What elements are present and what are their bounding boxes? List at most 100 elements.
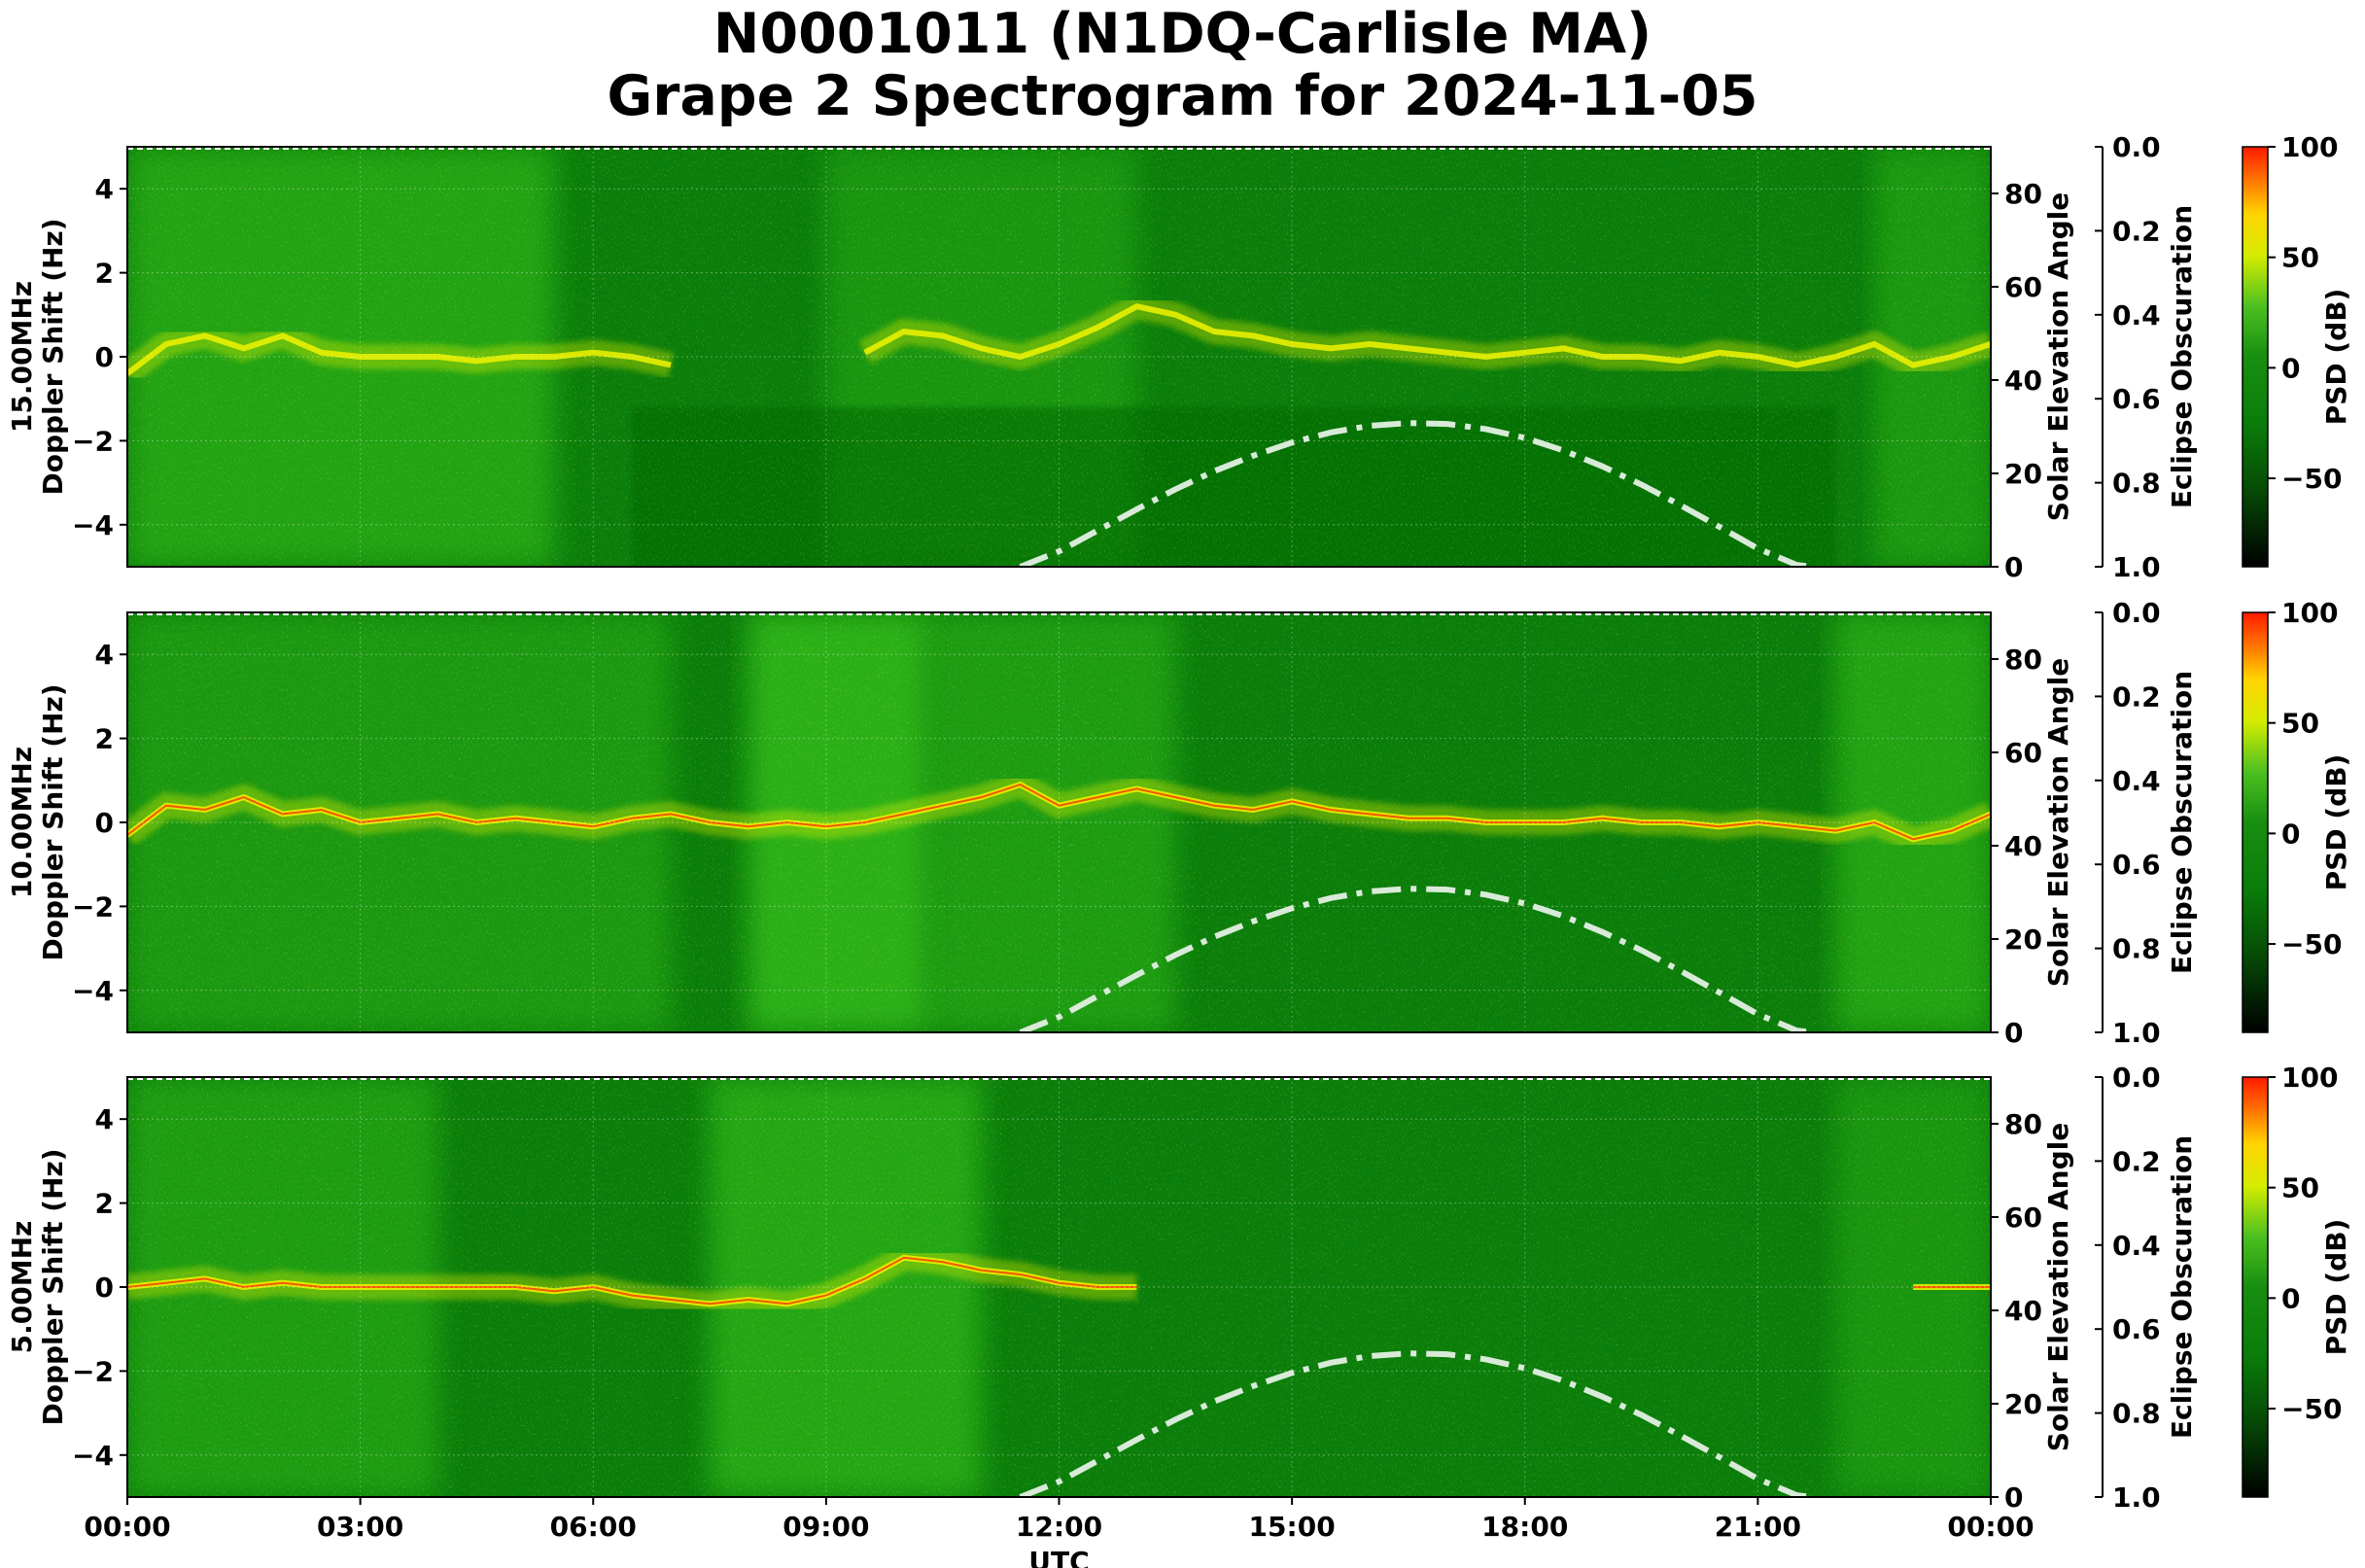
- y-tick-label: 4: [95, 639, 114, 671]
- y-tick-label: 4: [95, 173, 114, 205]
- eclipse-axis-label: Eclipse Obscuration: [2166, 671, 2198, 974]
- y-tick-label: −4: [72, 975, 114, 1007]
- eclipse-tick-label: 0.2: [2112, 680, 2161, 713]
- eclipse-tick-label: 1.0: [2112, 551, 2161, 583]
- eclipse-tick-label: 0.8: [2112, 933, 2161, 965]
- doppler-axis-label: Doppler Shift (Hz): [37, 683, 69, 960]
- x-tick-label: 09:00: [783, 1511, 869, 1543]
- eclipse-tick-label: 0.6: [2112, 849, 2161, 881]
- frequency-label: 10.00MHz: [6, 747, 38, 898]
- solar-elevation-curve: [1019, 1350, 1813, 1497]
- y-tick-label: 0: [95, 807, 114, 839]
- frequency-label: 5.00MHz: [6, 1221, 38, 1354]
- y-tick-label: −4: [72, 509, 114, 541]
- eclipse-axis-label: Eclipse Obscuration: [2166, 205, 2198, 508]
- eclipse-tick-label: 0.6: [2112, 383, 2161, 415]
- colorbar-tick-label: 50: [2281, 242, 2319, 274]
- psd-axis-label: PSD (dB): [2320, 289, 2352, 426]
- eclipse-tick-label: 0.2: [2112, 1145, 2161, 1177]
- solar-tick-label: 40: [2004, 830, 2042, 862]
- y-tick-label: 0: [95, 1272, 114, 1304]
- solar-elevation-curve: [1019, 886, 1813, 1032]
- y-tick-label: 2: [95, 258, 114, 290]
- spectrogram-plot-area: [127, 1077, 1991, 1497]
- colorbar-tick-label: 100: [2281, 131, 2338, 163]
- eclipse-tick-label: 0.0: [2112, 597, 2161, 629]
- panel-15.00MHz: 420−2−415.00MHz Doppler Shift (Hz)0204060…: [6, 131, 2352, 583]
- solar-elevation-axis-label: Solar Elevation Angle: [2042, 192, 2074, 521]
- x-tick-label: 06:00: [550, 1511, 637, 1543]
- psd-colorbar: [2242, 146, 2269, 568]
- y-tick-label: 2: [95, 723, 114, 755]
- y-tick-label: −2: [72, 1355, 114, 1387]
- doppler-trace: [863, 303, 1991, 368]
- figure-title-line1: N0001011 (N1DQ-Carlisle MA): [713, 2, 1652, 66]
- solar-tick-label: 60: [2004, 737, 2042, 769]
- eclipse-tick-label: 1.0: [2112, 1481, 2161, 1514]
- panel-5.00MHz: 420−2−45.00MHz Doppler Shift (Hz)02040608…: [6, 1062, 2352, 1568]
- solar-tick-label: 0: [2004, 551, 2023, 583]
- eclipse-tick-label: 0.6: [2112, 1313, 2161, 1345]
- colorbar-tick-label: −50: [2281, 463, 2342, 495]
- x-tick-label: 15:00: [1249, 1511, 1336, 1543]
- colorbar-tick-label: 0: [2281, 352, 2300, 384]
- x-tick-label: 00:00: [84, 1511, 170, 1543]
- colorbar-tick-label: 0: [2281, 818, 2300, 850]
- solar-tick-label: 20: [2004, 923, 2042, 956]
- doppler-axis-label: Doppler Shift (Hz): [37, 1148, 69, 1425]
- y-tick-label: 0: [95, 341, 114, 373]
- solar-tick-label: 80: [2004, 178, 2042, 210]
- x-tick-label: 03:00: [317, 1511, 403, 1543]
- doppler-trace-peak: [127, 784, 1991, 841]
- doppler-trace-peak: [127, 1256, 1137, 1306]
- y-tick-label: −2: [72, 890, 114, 923]
- colorbar-tick-label: 0: [2281, 1282, 2300, 1314]
- eclipse-tick-label: 0.0: [2112, 131, 2161, 163]
- eclipse-axis-label: Eclipse Obscuration: [2166, 1135, 2198, 1439]
- eclipse-tick-label: 0.0: [2112, 1062, 2161, 1094]
- solar-elevation-axis-label: Solar Elevation Angle: [2042, 658, 2074, 987]
- spectrogram-plot-area: [127, 612, 1991, 1032]
- colorbar-tick-label: 50: [2281, 1172, 2319, 1204]
- doppler-trace: [127, 332, 672, 376]
- psd-colorbar: [2242, 611, 2269, 1033]
- solar-elevation-axis-label: Solar Elevation Angle: [2042, 1123, 2074, 1451]
- x-tick-label: 18:00: [1481, 1511, 1568, 1543]
- eclipse-tick-label: 0.4: [2112, 299, 2161, 331]
- solar-tick-label: 40: [2004, 365, 2042, 397]
- colorbar-tick-label: 100: [2281, 597, 2338, 629]
- eclipse-tick-label: 0.2: [2112, 215, 2161, 247]
- solar-tick-label: 0: [2004, 1017, 2023, 1049]
- solar-tick-label: 60: [2004, 271, 2042, 303]
- solar-tick-label: 20: [2004, 1388, 2042, 1420]
- eclipse-tick-label: 0.8: [2112, 468, 2161, 500]
- frequency-label: 15.00MHz: [6, 281, 38, 433]
- colorbar-tick-label: 100: [2281, 1062, 2338, 1094]
- y-tick-label: −4: [72, 1440, 114, 1472]
- y-tick-label: −2: [72, 425, 114, 457]
- eclipse-tick-label: 0.4: [2112, 1230, 2161, 1262]
- solar-tick-label: 60: [2004, 1202, 2042, 1234]
- solar-tick-label: 0: [2004, 1481, 2023, 1514]
- x-tick-label: 21:00: [1715, 1511, 1801, 1543]
- psd-axis-label: PSD (dB): [2320, 754, 2352, 891]
- solar-tick-label: 80: [2004, 644, 2042, 676]
- colorbar-tick-label: −50: [2281, 928, 2342, 960]
- eclipse-tick-label: 0.8: [2112, 1398, 2161, 1430]
- solar-tick-label: 20: [2004, 458, 2042, 490]
- psd-axis-label: PSD (dB): [2320, 1219, 2352, 1356]
- x-tick-label: 00:00: [1947, 1511, 2034, 1543]
- colorbar-tick-label: −50: [2281, 1393, 2342, 1425]
- y-tick-label: 4: [95, 1103, 114, 1135]
- doppler-axis-label: Doppler Shift (Hz): [37, 218, 69, 495]
- panel-10.00MHz: 420−2−410.00MHz Doppler Shift (Hz)0204060…: [6, 597, 2352, 1049]
- solar-tick-label: 80: [2004, 1108, 2042, 1140]
- eclipse-tick-label: 0.4: [2112, 765, 2161, 797]
- x-tick-label: 12:00: [1016, 1511, 1102, 1543]
- figure-title-line2: Grape 2 Spectrogram for 2024-11-05: [607, 64, 1758, 128]
- solar-elevation-curve: [1019, 420, 1813, 567]
- spectrogram-plot-area: [127, 147, 1991, 567]
- eclipse-tick-label: 1.0: [2112, 1017, 2161, 1049]
- y-tick-label: 2: [95, 1188, 114, 1220]
